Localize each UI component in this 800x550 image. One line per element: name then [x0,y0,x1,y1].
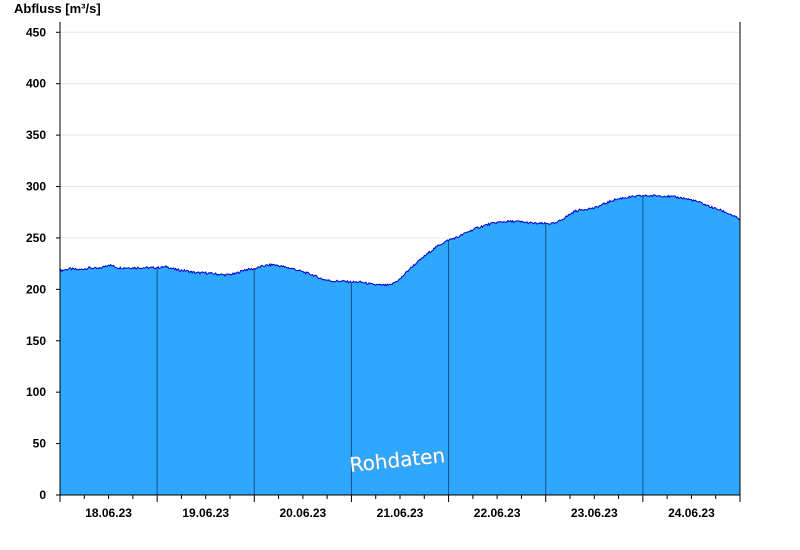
discharge-area [60,194,740,495]
day-separator-lines [156,195,644,495]
y-tick-label-250: 250 [26,231,46,245]
y-axis-label: Abfluss [m³/s] [14,1,101,16]
x-tick-label-6: 24.06.23 [668,506,715,520]
y-tick-label-150: 150 [26,334,46,348]
y-tick-label-100: 100 [26,385,46,399]
x-tick-label-2: 20.06.23 [279,506,326,520]
x-tick-label-3: 21.06.23 [377,506,424,520]
y-tick-label-350: 350 [26,128,46,142]
x-tick-label-1: 19.06.23 [182,506,229,520]
y-tick-label-0: 0 [39,488,46,502]
y-tick-label-450: 450 [26,25,46,39]
y-tick-label-50: 50 [33,437,47,451]
y-tick-label-300: 300 [26,180,46,194]
y-tick-label-200: 200 [26,282,46,296]
x-axis-ticks: 18.06.23 19.06.23 20.06.23 21.06.23 22.06.23… [59,495,741,520]
discharge-line [59,194,741,287]
y-axis-ticks: 0 50 100 150 200 250 300 350 400 450 [26,25,60,502]
y-tick-label-400: 400 [26,77,46,91]
x-tick-label-0: 18.06.23 [85,506,132,520]
x-tick-label-4: 22.06.23 [474,506,521,520]
x-tick-label-5: 23.06.23 [571,506,618,520]
